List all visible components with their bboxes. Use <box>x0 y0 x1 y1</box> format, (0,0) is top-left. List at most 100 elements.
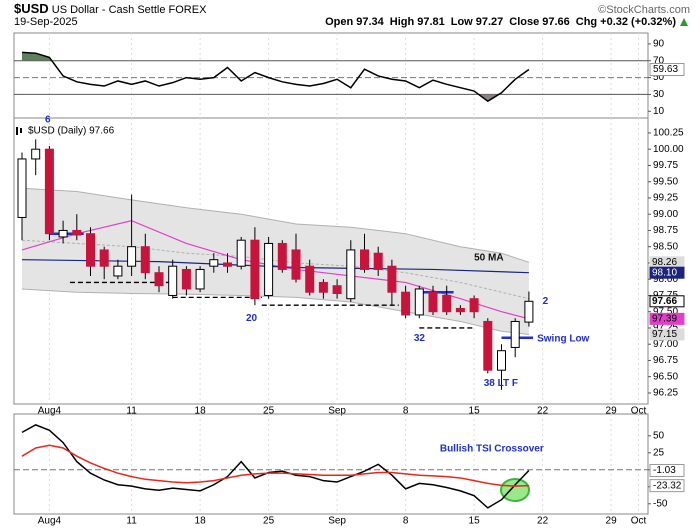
panel-frame <box>13 32 649 119</box>
candle-body <box>469 298 479 313</box>
panel-frame <box>13 117 649 405</box>
candle-body <box>277 242 287 270</box>
annotation: 38 LT F <box>484 378 518 389</box>
plot <box>14 414 648 514</box>
x-tick-label: 11 <box>126 516 137 527</box>
candle-body <box>140 246 150 274</box>
candle-body <box>154 272 164 287</box>
exchange: FOREX <box>169 4 208 16</box>
y-tick-label: 97.25 <box>653 323 678 334</box>
candle-body <box>401 291 411 316</box>
y-tick-label: 100.00 <box>653 144 684 155</box>
candle-body <box>72 229 82 236</box>
price-box <box>649 312 685 325</box>
x-tick-label: 29 <box>606 406 618 417</box>
legend: $USD (Daily) 97.66 <box>28 126 115 137</box>
x-tick-label: 11 <box>126 406 137 417</box>
candle-body <box>428 291 438 313</box>
price-box <box>649 328 685 341</box>
y-tick-label: 30 <box>653 89 665 100</box>
band-upper <box>21 187 530 263</box>
y-tick-label: 96.75 <box>653 355 678 366</box>
quote-label: High <box>390 16 415 28</box>
annotation: Bullish TSI Crossover <box>440 443 544 454</box>
y-tick-label: 99.00 <box>653 209 678 220</box>
y-tick-label: 50 <box>653 72 665 83</box>
x-tick-label: 29 <box>606 516 618 527</box>
x-tick-label: 15 <box>469 516 481 527</box>
line <box>21 51 530 103</box>
plot <box>14 33 648 118</box>
price-label: 98.10 <box>652 267 677 278</box>
up-arrow <box>680 18 688 26</box>
candle-body <box>510 320 520 348</box>
legend-icon <box>16 127 22 135</box>
annotation: 32 <box>414 333 426 344</box>
y-tick-label: 10 <box>653 106 665 117</box>
x-tick-label: Oct <box>631 516 647 527</box>
candle-body <box>168 265 178 296</box>
quote-value: 97.27 <box>476 16 504 28</box>
candle-body <box>360 249 369 270</box>
y-tick-label: 50 <box>653 430 665 441</box>
y-tick-label: 100.25 <box>653 128 684 139</box>
candle-body <box>483 320 493 371</box>
candle-body <box>264 242 274 296</box>
x-tick-label: 22 <box>537 516 549 527</box>
price-label: 97.39 <box>652 313 677 324</box>
y-tick-label: 70 <box>653 55 665 66</box>
value-label: -1.03 <box>653 465 676 476</box>
candle-body <box>318 281 328 293</box>
x-tick-label: 8 <box>403 406 409 417</box>
candle-body <box>250 239 260 300</box>
candle-body <box>223 262 232 267</box>
candle-body <box>305 265 315 293</box>
price-box <box>649 295 685 308</box>
candle-body <box>497 350 506 371</box>
price-label: 97.15 <box>652 329 677 340</box>
quote-value: 97.34 <box>356 16 384 28</box>
candle-body <box>346 249 356 300</box>
threshold-fill <box>478 94 499 102</box>
value-box <box>649 62 685 76</box>
candle-body <box>236 239 246 267</box>
y-tick-label: 97.50 <box>653 306 678 317</box>
candle-body <box>86 233 95 267</box>
x-tick-label: 25 <box>263 516 275 527</box>
candle-body <box>58 229 68 238</box>
quote: Open 97.34 High 97.81 Low 97.27 Close 97.66 Chg +… <box>325 16 676 28</box>
value-label: 59.63 <box>653 64 678 75</box>
candle-body <box>127 246 137 267</box>
y-tick-label: 99.75 <box>653 160 678 171</box>
price-label: 98.26 <box>652 257 677 268</box>
y-tick-label: -50 <box>653 498 668 509</box>
header-line: $USD US Dollar - Cash Settle FOREX <box>14 1 207 16</box>
candle-body <box>113 265 123 277</box>
y-tick-label: 98.75 <box>653 225 678 236</box>
x-tick-label: Oct <box>631 406 647 417</box>
line <box>21 424 530 509</box>
quote-label: Low <box>451 16 473 28</box>
candle-body <box>524 300 534 323</box>
y-tick-label: 90 <box>653 39 665 50</box>
quote-value: +0.32 (+0.32%) <box>600 16 676 28</box>
crossover-circle <box>500 478 530 502</box>
x-tick-label: 18 <box>195 516 207 527</box>
x-tick-label: 18 <box>195 406 207 417</box>
x-tick-label: Sep <box>328 516 346 527</box>
y-tick-label: 99.25 <box>653 193 678 204</box>
quote-label: Chg <box>576 16 597 28</box>
quote-value: 97.81 <box>417 16 445 28</box>
x-tick-label: Aug4 <box>38 516 62 527</box>
price-box <box>649 266 685 279</box>
date: 19-Sep-2025 <box>14 16 78 28</box>
annotation: 6 <box>45 115 51 126</box>
y-tick-label: 98.00 <box>653 274 678 285</box>
quote-value: 97.66 <box>542 16 570 28</box>
candle-body <box>195 268 205 290</box>
y-tick-label: 98.50 <box>653 241 678 252</box>
x-tick-label: 25 <box>263 406 275 417</box>
candle-body <box>414 288 424 316</box>
candle-body <box>99 249 109 267</box>
